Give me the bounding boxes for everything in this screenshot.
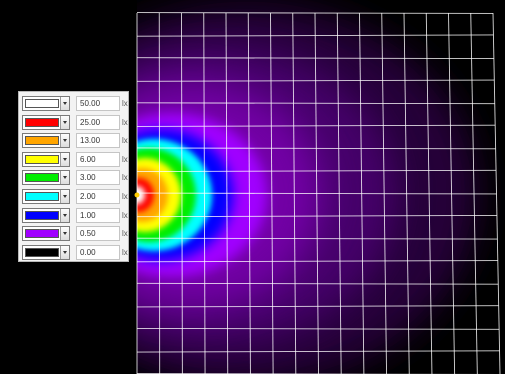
- threshold-value-input[interactable]: [76, 133, 120, 149]
- threshold-value-input[interactable]: [76, 189, 120, 204]
- color-swatch: [25, 210, 59, 220]
- color-swatch: [25, 117, 59, 127]
- measurement-grid: [136, 12, 501, 374]
- unit-label: lx: [122, 154, 128, 164]
- color-picker-dropdown[interactable]: [22, 207, 70, 223]
- grid-line-horizontal: [136, 169, 497, 172]
- chevron-down-icon[interactable]: [60, 190, 69, 203]
- chevron-down-icon[interactable]: [60, 245, 69, 259]
- color-picker-dropdown[interactable]: [22, 244, 70, 260]
- threshold-value-input[interactable]: [76, 244, 120, 260]
- grid-line-horizontal: [136, 350, 500, 353]
- color-picker-dropdown[interactable]: [22, 114, 70, 130]
- legend-row: lx: [22, 151, 129, 168]
- legend-row: lx: [22, 188, 129, 205]
- color-picker-dropdown[interactable]: [22, 189, 70, 204]
- grid-line-horizontal: [136, 215, 497, 218]
- color-picker-dropdown[interactable]: [22, 133, 70, 149]
- color-picker-dropdown[interactable]: [22, 96, 70, 111]
- legend-row: lx: [22, 244, 129, 261]
- unit-label: lx: [122, 210, 128, 220]
- grid-line-horizontal: [136, 328, 500, 330]
- unit-label: lx: [122, 117, 128, 127]
- color-legend-panel: lx lx lx lx lx lx lx lx lx: [18, 91, 129, 262]
- legend-row: lx: [22, 114, 129, 131]
- grid-line-horizontal: [136, 12, 494, 14]
- threshold-value-input[interactable]: [76, 226, 120, 242]
- unit-label: lx: [122, 136, 128, 146]
- grid-line-horizontal: [136, 57, 494, 59]
- chevron-down-icon[interactable]: [60, 152, 69, 166]
- grid-line-horizontal: [136, 305, 499, 308]
- color-picker-dropdown[interactable]: [22, 151, 70, 167]
- unit-label: lx: [122, 173, 128, 183]
- threshold-value-input[interactable]: [76, 151, 120, 167]
- unit-label: lx: [122, 229, 128, 239]
- chevron-down-icon[interactable]: [60, 208, 69, 222]
- grid-line-horizontal: [136, 79, 495, 82]
- chevron-down-icon[interactable]: [60, 227, 69, 241]
- threshold-value-input[interactable]: [76, 114, 120, 130]
- color-picker-dropdown[interactable]: [22, 226, 70, 242]
- legend-row: lx: [22, 207, 129, 224]
- legend-row: lx: [22, 132, 129, 149]
- grid-line-horizontal: [136, 192, 497, 195]
- legend-row: lx: [22, 95, 129, 112]
- legend-row: lx: [22, 169, 129, 186]
- chevron-down-icon[interactable]: [60, 171, 69, 185]
- color-swatch: [25, 229, 59, 239]
- grid-line-horizontal: [136, 124, 496, 127]
- unit-label: lx: [122, 192, 128, 201]
- color-swatch: [25, 154, 59, 164]
- color-swatch: [25, 247, 59, 257]
- threshold-value-input[interactable]: [76, 207, 120, 223]
- threshold-value-input[interactable]: [76, 170, 120, 186]
- color-swatch: [25, 136, 59, 146]
- color-swatch: [25, 192, 59, 201]
- grid-line-horizontal: [136, 34, 494, 37]
- threshold-value-input[interactable]: [76, 96, 120, 111]
- grid-line-horizontal: [136, 282, 499, 285]
- grid-line-horizontal: [136, 237, 498, 240]
- color-picker-dropdown[interactable]: [22, 170, 70, 186]
- light-source-marker[interactable]: [134, 192, 140, 198]
- chevron-down-icon[interactable]: [60, 115, 69, 129]
- legend-row: lx: [22, 225, 129, 242]
- grid-line-horizontal: [136, 102, 495, 105]
- chevron-down-icon[interactable]: [60, 134, 69, 148]
- unit-label: lx: [122, 99, 128, 108]
- grid-line-horizontal: [136, 260, 498, 263]
- color-swatch: [25, 173, 59, 183]
- grid-line-horizontal: [136, 147, 496, 150]
- chevron-down-icon[interactable]: [60, 97, 69, 110]
- color-swatch: [25, 99, 59, 108]
- unit-label: lx: [122, 247, 128, 257]
